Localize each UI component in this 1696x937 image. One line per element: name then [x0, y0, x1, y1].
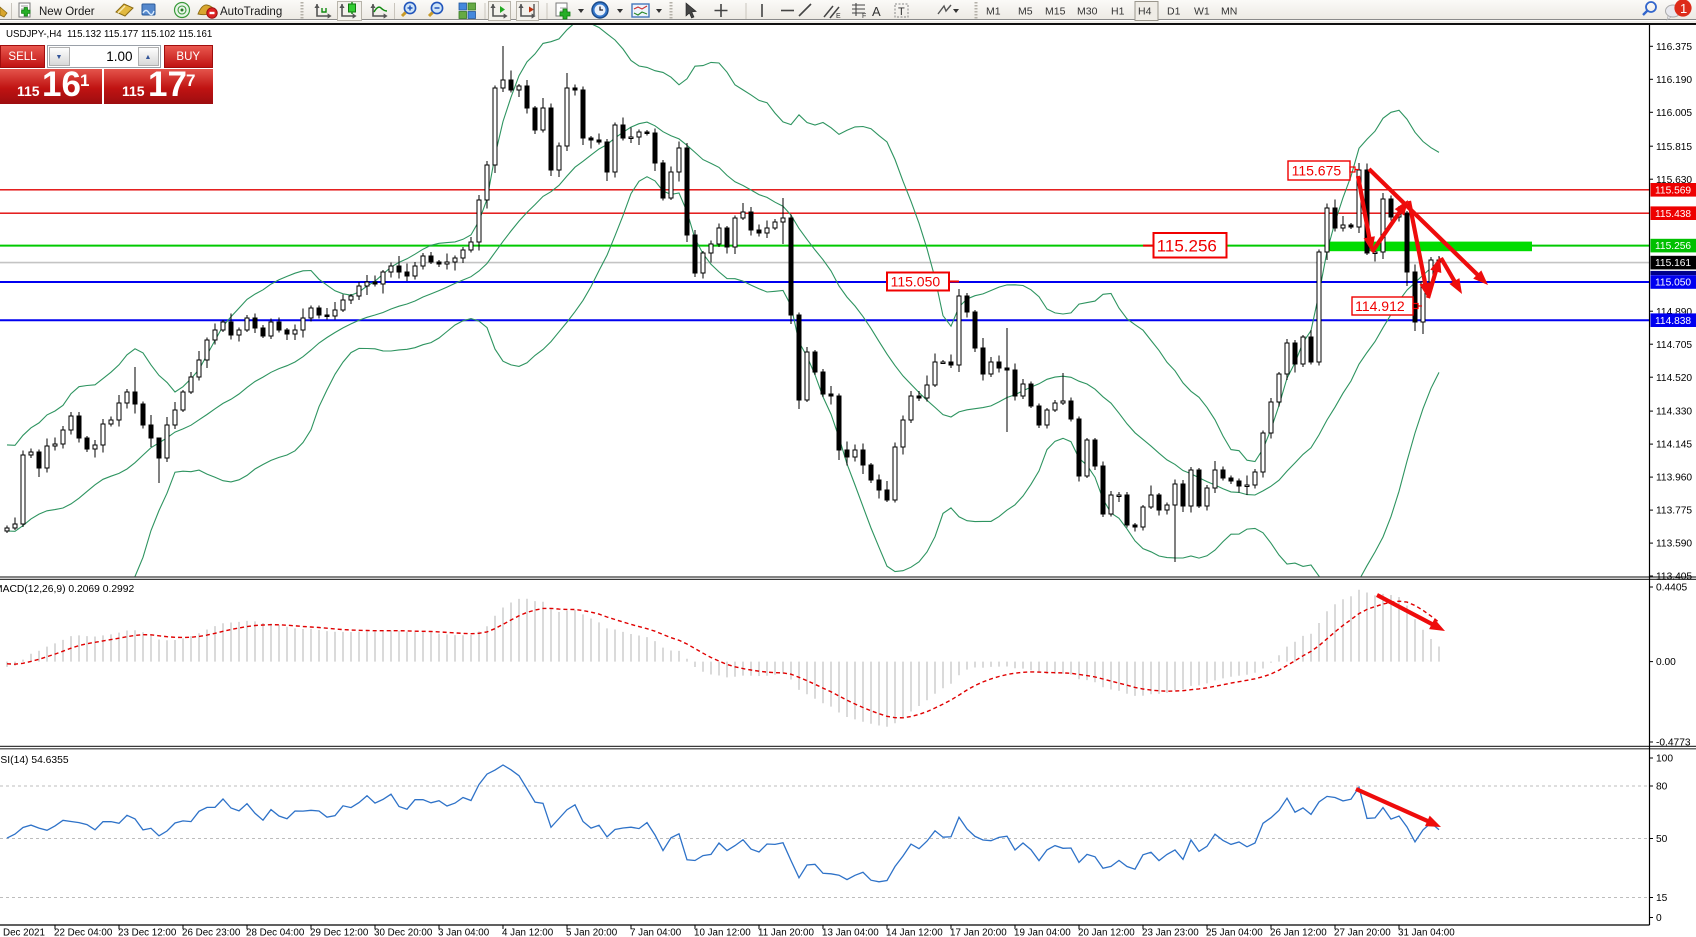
svg-text:15: 15	[1656, 893, 1668, 904]
svg-text:116.005: 116.005	[1656, 108, 1692, 119]
svg-text:115.161: 115.161	[1655, 258, 1691, 269]
svg-text:RSI(14) 54.6355: RSI(14) 54.6355	[0, 755, 69, 766]
svg-text:New Order: New Order	[39, 6, 95, 18]
svg-text:30 Dec 20:00: 30 Dec 20:00	[374, 928, 433, 937]
svg-text:26 Dec 23:00: 26 Dec 23:00	[182, 928, 241, 937]
svg-text:115.630: 115.630	[1656, 175, 1692, 186]
svg-text:10 Jan 12:00: 10 Jan 12:00	[694, 928, 751, 937]
svg-text:W1: W1	[1194, 6, 1210, 18]
svg-text:116.375: 116.375	[1656, 42, 1692, 53]
svg-text:M5: M5	[1018, 6, 1033, 18]
svg-text:116.190: 116.190	[1656, 75, 1692, 86]
svg-text:-0.4773: -0.4773	[1656, 738, 1691, 749]
svg-text:11 Jan 20:00: 11 Jan 20:00	[758, 928, 814, 937]
svg-text:114.912: 114.912	[1355, 298, 1405, 314]
svg-text:3 Jan 04:00: 3 Jan 04:00	[438, 928, 490, 937]
svg-text:Dec 2021: Dec 2021	[3, 928, 45, 937]
svg-text:23 Jan 23:00: 23 Jan 23:00	[1142, 928, 1199, 937]
svg-text:28 Dec 04:00: 28 Dec 04:00	[246, 928, 305, 937]
svg-text:115.438: 115.438	[1655, 209, 1691, 220]
svg-text:0: 0	[1656, 913, 1662, 924]
svg-text:115.675: 115.675	[1292, 163, 1342, 179]
svg-text:4 Jan 12:00: 4 Jan 12:00	[502, 928, 554, 937]
svg-text:MACD(12,26,9) 0.2069 0.2992: MACD(12,26,9) 0.2069 0.2992	[0, 584, 135, 595]
svg-text:13 Jan 04:00: 13 Jan 04:00	[822, 928, 879, 937]
svg-text:A: A	[872, 4, 881, 19]
svg-text:114.705: 114.705	[1656, 340, 1692, 351]
svg-text:26 Jan 12:00: 26 Jan 12:00	[1270, 928, 1327, 937]
svg-text:1: 1	[1680, 1, 1687, 16]
svg-text:17 Jan 20:00: 17 Jan 20:00	[950, 928, 1007, 937]
svg-text:19 Jan 04:00: 19 Jan 04:00	[1014, 928, 1071, 937]
svg-text:0.00: 0.00	[1656, 657, 1676, 668]
svg-text:113.775: 113.775	[1656, 506, 1692, 517]
svg-text:27 Jan 20:00: 27 Jan 20:00	[1334, 928, 1391, 937]
svg-text:113.960: 113.960	[1656, 473, 1692, 484]
svg-text:113.405: 113.405	[1656, 572, 1692, 583]
svg-text:114.145: 114.145	[1656, 440, 1692, 451]
svg-text:100: 100	[1656, 754, 1673, 765]
svg-text:25 Jan 04:00: 25 Jan 04:00	[1206, 928, 1263, 937]
svg-text:114.520: 114.520	[1656, 373, 1692, 384]
svg-text:22 Dec 04:00: 22 Dec 04:00	[54, 928, 113, 937]
svg-text:29 Dec 12:00: 29 Dec 12:00	[310, 928, 369, 937]
svg-text:113.590: 113.590	[1656, 539, 1692, 550]
svg-text:115.050: 115.050	[1655, 278, 1691, 289]
svg-text:M1: M1	[986, 6, 1001, 18]
svg-text:114.330: 114.330	[1656, 407, 1692, 418]
svg-text:115.569: 115.569	[1655, 185, 1691, 196]
svg-text:14 Jan 12:00: 14 Jan 12:00	[886, 928, 943, 937]
svg-text:AutoTrading: AutoTrading	[220, 6, 282, 18]
svg-text:0.4405: 0.4405	[1656, 583, 1687, 594]
svg-text:20 Jan 12:00: 20 Jan 12:00	[1078, 928, 1135, 937]
svg-text:5 Jan 20:00: 5 Jan 20:00	[566, 928, 618, 937]
svg-text:115.256: 115.256	[1157, 236, 1217, 255]
svg-text:D1: D1	[1167, 6, 1181, 18]
svg-text:23 Dec 12:00: 23 Dec 12:00	[118, 928, 177, 937]
svg-text:31 Jan 04:00: 31 Jan 04:00	[1398, 928, 1455, 937]
svg-text:115.256: 115.256	[1655, 241, 1691, 252]
svg-text:115.050: 115.050	[891, 274, 941, 290]
svg-text:80: 80	[1656, 782, 1668, 793]
svg-text:F: F	[862, 13, 866, 20]
svg-text:E: E	[836, 13, 841, 20]
svg-text:50: 50	[1656, 834, 1668, 845]
svg-text:114.890: 114.890	[1656, 307, 1692, 318]
svg-text:M15: M15	[1045, 6, 1066, 18]
svg-text:7 Jan 04:00: 7 Jan 04:00	[630, 928, 682, 937]
svg-text:H4: H4	[1138, 6, 1152, 18]
svg-text:T: T	[898, 6, 905, 18]
svg-text:M30: M30	[1077, 6, 1098, 18]
svg-text:MN: MN	[1221, 6, 1237, 18]
svg-text:H1: H1	[1111, 6, 1125, 18]
svg-text:114.838: 114.838	[1655, 316, 1691, 327]
svg-text:115.815: 115.815	[1656, 142, 1692, 153]
